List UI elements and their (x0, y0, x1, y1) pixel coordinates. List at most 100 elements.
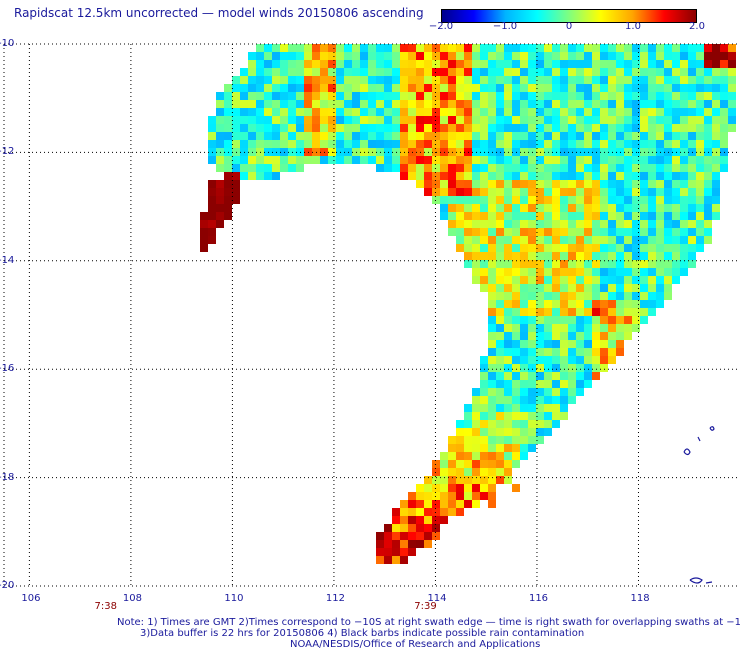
swath-cell (312, 140, 320, 148)
swath-cell (368, 108, 376, 116)
swath-cell (672, 124, 680, 132)
swath-cell (480, 436, 488, 444)
swath-cell (520, 84, 528, 92)
swath-cell (720, 76, 728, 84)
swath-cell (384, 92, 392, 100)
swath-cell (560, 180, 568, 188)
swath-cell (512, 356, 520, 364)
swath-cell (312, 100, 320, 108)
swath-cell (544, 284, 552, 292)
swath-cell (368, 116, 376, 124)
swath-cell (264, 92, 272, 100)
swath-cell (560, 268, 568, 276)
swath-cell (608, 68, 616, 76)
swath-cell (496, 452, 504, 460)
swath-cell (200, 228, 208, 236)
swath-cell (552, 212, 560, 220)
swath-cell (560, 76, 568, 84)
swath-cell (208, 196, 216, 204)
swath-cell (328, 100, 336, 108)
swath-cell (208, 204, 216, 212)
swath-cell (408, 44, 416, 52)
swath-cell (672, 212, 680, 220)
swath-cell (664, 228, 672, 236)
swath-cell (368, 124, 376, 132)
swath-cell (528, 76, 536, 84)
swath-cell (688, 172, 696, 180)
swath-cell (384, 124, 392, 132)
swath-cell (704, 116, 712, 124)
swath-cell (528, 60, 536, 68)
swath-cell (520, 364, 528, 372)
swath-cell (624, 196, 632, 204)
swath-cell (672, 204, 680, 212)
swath-cell (552, 404, 560, 412)
longitude-label: 114 (427, 593, 447, 604)
swath-cell (656, 188, 664, 196)
swath-cell (448, 484, 456, 492)
longitude-label: 106 (21, 593, 41, 604)
swath-cell (680, 164, 688, 172)
swath-cell (616, 316, 624, 324)
swath-cell (352, 76, 360, 84)
swath-cell (440, 52, 448, 60)
swath-cell (320, 100, 328, 108)
swath-cell (552, 276, 560, 284)
swath-cell (464, 468, 472, 476)
swath-cell (728, 116, 736, 124)
swath-cell (592, 292, 600, 300)
swath-cell (504, 444, 512, 452)
swath-cell (584, 340, 592, 348)
swath-cell (536, 380, 544, 388)
swath-cell (648, 124, 656, 132)
swath-cell (504, 436, 512, 444)
swath-cell (232, 100, 240, 108)
swath-cell (568, 44, 576, 52)
swath-cell (656, 84, 664, 92)
swath-cell (520, 156, 528, 164)
swath-cell (256, 68, 264, 76)
swath-cell (480, 140, 488, 148)
swath-cell (648, 292, 656, 300)
swath-cell (600, 324, 608, 332)
swath-cell (544, 116, 552, 124)
swath-cell (624, 316, 632, 324)
swath-cell (552, 92, 560, 100)
swath-cell (488, 92, 496, 100)
swath-cell (656, 92, 664, 100)
swath-cell (448, 44, 456, 52)
swath-cell (520, 252, 528, 260)
swath-cell (712, 100, 720, 108)
swath-cell (528, 428, 536, 436)
swath-cell (392, 540, 400, 548)
swath-cell (528, 100, 536, 108)
swath-cell (512, 220, 520, 228)
swath-cell (696, 164, 704, 172)
swath-cell (632, 324, 640, 332)
swath-cell (512, 236, 520, 244)
swath-cell (568, 60, 576, 68)
swath-cell (720, 44, 728, 52)
swath-cell (560, 412, 568, 420)
swath-cell (504, 372, 512, 380)
swath-cell (424, 52, 432, 60)
swath-cell (408, 76, 416, 84)
swath-cell (648, 108, 656, 116)
swath-cell (504, 316, 512, 324)
swath-cell (392, 76, 400, 84)
swath-cell (544, 164, 552, 172)
swath-cell (688, 244, 696, 252)
swath-cell (576, 292, 584, 300)
swath-cell (704, 68, 712, 76)
swath-cell (592, 356, 600, 364)
swath-cell (568, 348, 576, 356)
swath-cell (208, 236, 216, 244)
swath-cell (408, 84, 416, 92)
swath-cell (488, 420, 496, 428)
swath-cell (648, 68, 656, 76)
swath-cell (440, 188, 448, 196)
swath-cell (616, 52, 624, 60)
swath-cell (568, 268, 576, 276)
swath-cell (536, 404, 544, 412)
swath-cell (240, 140, 248, 148)
